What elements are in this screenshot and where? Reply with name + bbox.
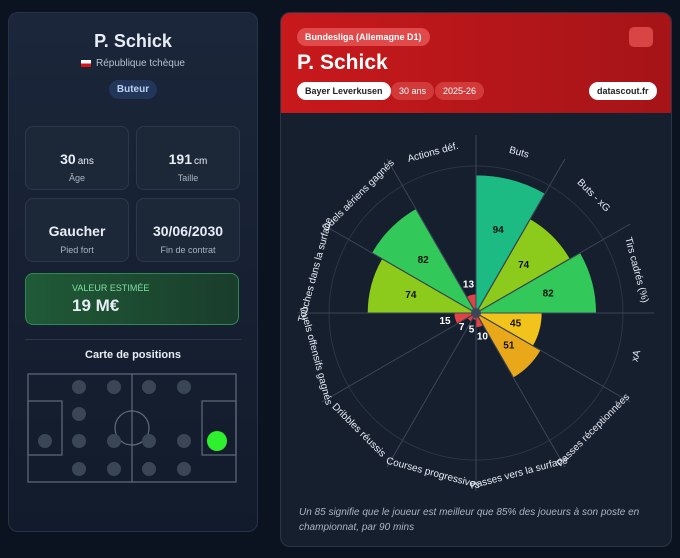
category-label: Dribbles réussis: [329, 401, 387, 459]
value-label: 45: [510, 318, 522, 329]
stat-card: 191 cm Taille: [136, 126, 240, 190]
stat-value: 191 cm: [137, 151, 239, 167]
spoke: [475, 223, 631, 314]
league: Bundesliga (Allemagne D1): [297, 28, 430, 46]
value-label: 74: [405, 290, 417, 301]
category-label: Passes vers la surface: [469, 455, 569, 492]
value-label: VALEUR ESTIMÉE: [72, 283, 150, 293]
stat-card: 30/06/2030 Fin de contrat: [136, 198, 240, 262]
value: 191: [168, 151, 192, 167]
season: 2025-26: [435, 82, 485, 100]
role-badge: Buteur: [108, 80, 158, 99]
value-card: VALEUR ESTIMÉE 19 M€: [25, 273, 239, 325]
value-label: 82: [418, 255, 430, 266]
positions-title: Carte de positions: [85, 349, 181, 361]
spoke: [321, 223, 477, 314]
note: Un 85 signifie que le joueur est meilleu…: [299, 507, 640, 533]
stat-value: 30/06/2030: [152, 223, 224, 239]
age: 30 ans: [391, 82, 435, 100]
current-position: [207, 431, 227, 451]
club: Bayer Leverkusen: [297, 82, 391, 100]
stat-label: Fin de contrat: [160, 245, 216, 255]
value-label: 15: [439, 316, 451, 327]
stat-label: Pied fort: [60, 245, 94, 255]
value-label: 10: [477, 331, 489, 342]
profile-panel: P. Schick République tchèque Buteur 30 an…: [8, 12, 258, 532]
divider: [25, 339, 241, 340]
value: 30: [60, 151, 76, 167]
source: datascout.fr: [589, 82, 657, 100]
spoke: [386, 158, 477, 314]
unit: ans: [77, 156, 94, 167]
role-wrap: Buteur: [9, 79, 257, 99]
value-label: 82: [543, 288, 555, 299]
value-label: 74: [518, 260, 530, 271]
value-label: 13: [463, 280, 475, 291]
unit: cm: [194, 156, 208, 167]
chart-panel: Bundesliga (Allemagne D1) P. Schick Baye…: [280, 12, 672, 547]
spoke: [321, 312, 477, 403]
category-label: Courses progressives: [385, 456, 481, 492]
country: République tchèque: [9, 58, 257, 69]
spoke: [475, 158, 566, 314]
spoke: [475, 312, 631, 403]
stat-card: Gaucher Pied fort: [25, 198, 129, 262]
pitch: [27, 373, 237, 483]
category-label: Duels aériens gagnés: [321, 158, 397, 234]
category-label: Tirs cadrés (%): [622, 236, 650, 304]
country-text: République tchèque: [96, 58, 185, 69]
spoke: [386, 312, 477, 468]
camera-button[interactable]: [629, 27, 653, 47]
player-name: P. Schick: [94, 31, 172, 51]
value-amount: 19 M€: [72, 296, 120, 315]
stat-label: Taille: [177, 173, 199, 183]
stat-value: 30 ans: [26, 151, 128, 167]
stat-value: Gaucher: [48, 223, 106, 239]
value-label: 51: [503, 341, 515, 352]
stat-label: Âge: [68, 173, 85, 183]
value-label: 7: [459, 322, 465, 333]
spoke: [475, 312, 566, 468]
header-name: P. Schick: [297, 51, 388, 74]
header: Bundesliga (Allemagne D1) P. Schick Baye…: [281, 13, 671, 113]
stat-card: 30 ans Âge: [25, 126, 129, 190]
category-label: Actions déf.: [406, 141, 459, 165]
hub: [471, 308, 481, 318]
value-label: 5: [469, 324, 475, 335]
category-label: xA: [630, 349, 644, 363]
value-label: 94: [493, 225, 505, 236]
category-label: Buts: [508, 145, 530, 161]
